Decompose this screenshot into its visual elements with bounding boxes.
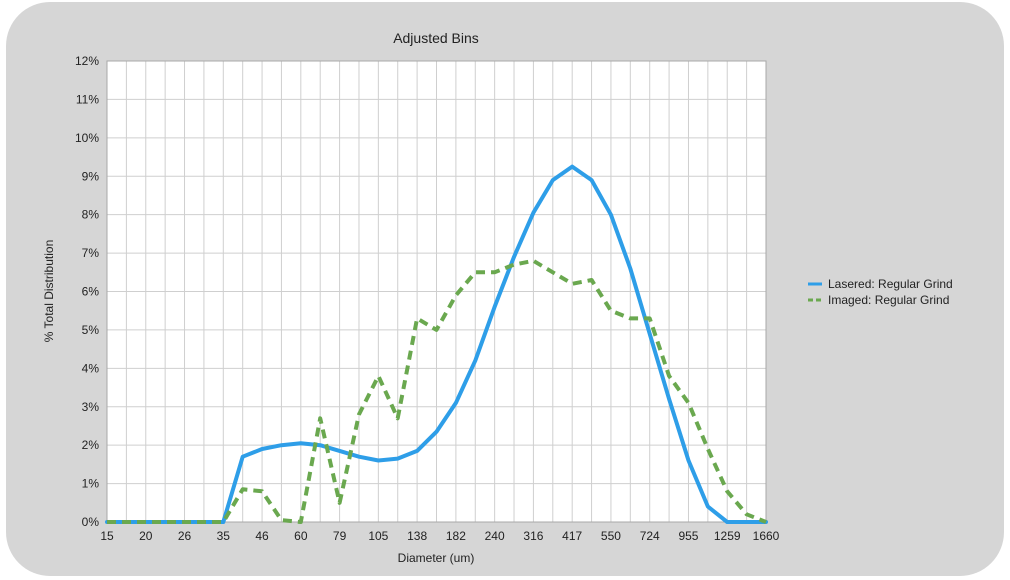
legend-label: Imaged: Regular Grind bbox=[828, 293, 949, 307]
y-tick-label: 12% bbox=[75, 54, 99, 68]
x-axis-label: Diameter (um) bbox=[398, 551, 475, 565]
y-tick-label: 6% bbox=[82, 285, 100, 299]
y-tick-label: 11% bbox=[76, 92, 99, 106]
series-group bbox=[105, 164, 768, 524]
x-axis-ticks: 15 20 26 35 46 60 79 105 138 182 240 316 417 550 724 95… bbox=[100, 529, 779, 543]
x-tick-label: 46 bbox=[255, 529, 269, 543]
y-axis-label: % Total Distribution bbox=[42, 240, 56, 343]
legend: Lasered: Regular Grind Imaged: Regular Gr… bbox=[808, 277, 953, 307]
x-tick-label: 60 bbox=[294, 529, 308, 543]
y-tick-label: 0% bbox=[82, 515, 100, 529]
x-tick-label: 79 bbox=[333, 529, 347, 543]
y-tick-label: 9% bbox=[82, 169, 100, 183]
y-axis-ticks: 0% 1% 2% 3% 4% 5% 6% 7% 8% 9% 10% 11% 12% bbox=[75, 54, 99, 529]
x-tick-label: 240 bbox=[485, 529, 505, 543]
x-tick-label: 955 bbox=[678, 529, 698, 543]
x-tick-label: 105 bbox=[368, 529, 388, 543]
legend-label: Lasered: Regular Grind bbox=[828, 277, 953, 291]
x-tick-label: 1660 bbox=[753, 529, 780, 543]
x-tick-label: 15 bbox=[100, 529, 114, 543]
x-tick-label: 20 bbox=[139, 529, 153, 543]
y-tick-label: 2% bbox=[82, 438, 100, 452]
chart-title: Adjusted Bins bbox=[393, 30, 479, 46]
x-tick-label: 724 bbox=[640, 529, 660, 543]
x-tick-label: 550 bbox=[601, 529, 621, 543]
x-tick-label: 138 bbox=[407, 529, 427, 543]
x-tick-label: 26 bbox=[178, 529, 192, 543]
grid bbox=[106, 60, 767, 523]
x-tick-label: 417 bbox=[562, 529, 582, 543]
x-tick-label: 35 bbox=[217, 529, 231, 543]
y-tick-label: 5% bbox=[82, 323, 100, 337]
x-tick-label: 1259 bbox=[714, 529, 741, 543]
x-tick-label: 182 bbox=[446, 529, 466, 543]
y-tick-label: 7% bbox=[82, 246, 100, 260]
y-tick-label: 3% bbox=[82, 400, 100, 414]
y-tick-label: 10% bbox=[75, 131, 99, 145]
plot-border bbox=[106, 60, 767, 523]
y-tick-label: 4% bbox=[82, 361, 100, 375]
y-tick-label: 1% bbox=[82, 477, 100, 491]
y-tick-label: 8% bbox=[82, 208, 100, 222]
x-tick-label: 316 bbox=[523, 529, 543, 543]
